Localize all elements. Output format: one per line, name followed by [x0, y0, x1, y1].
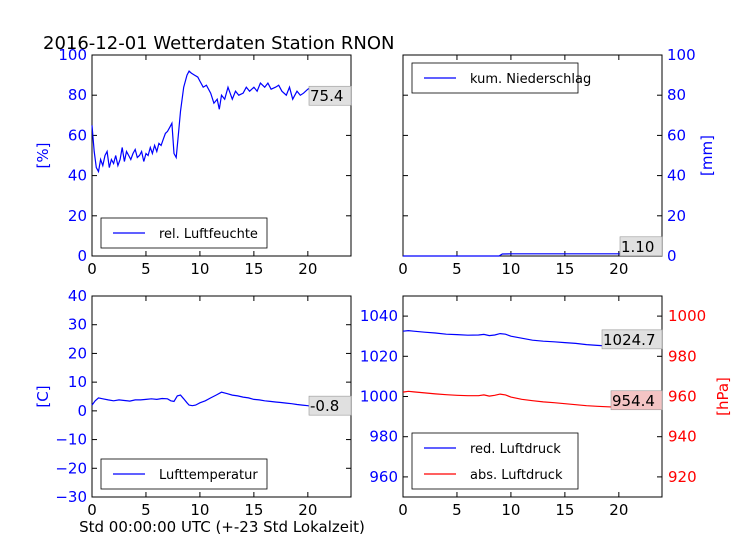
legend-label: abs. Luftdruck	[470, 468, 563, 483]
legend: rel. Luftfeuchte	[100, 217, 268, 249]
y-tick-label: −30	[55, 488, 87, 506]
y-tick-label: −10	[55, 431, 87, 449]
y-axis-label: [C]	[34, 385, 52, 407]
x-tick-label: 0	[87, 260, 97, 278]
plot-frame	[402, 54, 663, 257]
panel-top-left: 0 5 10 15 20 0 20 40 60 80 100 [%] rel. Luftfeuchte 7…	[34, 46, 352, 278]
y-tick-label-right: 960	[668, 388, 697, 406]
x-tick-label: 20	[609, 260, 628, 278]
y-tick-label-right: 1000	[668, 307, 706, 325]
y-tick-label: −20	[55, 459, 87, 477]
x-tick-label: 20	[298, 260, 317, 278]
y-tick-label: 20	[667, 207, 686, 225]
value-label-box	[308, 395, 352, 416]
legend-label: red. Luftdruck	[470, 442, 561, 457]
y-tick-label: 40	[667, 167, 686, 185]
series-line	[91, 70, 352, 174]
y-tick-label: 100	[58, 46, 87, 64]
value-label-box	[610, 390, 663, 411]
x-tick-label: 10	[501, 501, 520, 519]
y-tick-label: 40	[68, 287, 87, 305]
y-tick-label: 0	[667, 247, 677, 265]
y-tick-label: 10	[68, 373, 87, 391]
y-tick-label-right: 920	[668, 468, 697, 486]
legend-label: Lufttemperatur	[159, 468, 258, 483]
legend-label: rel. Luftfeuchte	[159, 227, 258, 242]
x-tick-label: 0	[398, 260, 408, 278]
x-tick-label: 15	[244, 501, 263, 519]
y-tick-label: 20	[68, 207, 87, 225]
x-tick-label: 10	[501, 260, 520, 278]
x-tick-label: 0	[398, 501, 408, 519]
y-tick-label: 0	[77, 247, 87, 265]
y-tick-label: 960	[369, 468, 398, 486]
y-tick-label: 1040	[360, 307, 398, 325]
y-tick-label: 60	[667, 126, 686, 144]
plot-frame	[91, 54, 352, 257]
legend: Lufttemperatur	[100, 458, 268, 490]
chart-title: 2016-12-01 Wetterdaten Station RNON	[43, 33, 394, 54]
y-tick-label: 980	[369, 428, 398, 446]
series-line	[91, 391, 352, 414]
x-tick-label: 15	[555, 501, 574, 519]
y-tick-label: 40	[68, 167, 87, 185]
panel-bottom-right: 0 5 10 15 20 960 980 1000 1020 1040 920 940 960 980 10…	[360, 295, 732, 519]
y-tick-label-right: 940	[668, 428, 697, 446]
x-tick-label: 5	[141, 260, 151, 278]
x-tick-label: 20	[298, 501, 317, 519]
value-label: 1.10	[621, 238, 654, 256]
y-tick-label: 60	[68, 126, 87, 144]
x-tick-label: 10	[190, 501, 209, 519]
y-tick-label: 30	[68, 316, 87, 334]
panel-bottom-left: 0 5 10 15 20 −30 −20 −10 0 10 20 30 40 [C] Lufttempera…	[34, 287, 352, 519]
value-label-box	[601, 329, 663, 350]
x-tick-label: 15	[555, 260, 574, 278]
x-tick-label: 5	[141, 501, 151, 519]
legend: kum. Niederschlag	[411, 62, 591, 94]
y-axis-label: [%]	[34, 143, 52, 169]
y-tick-label-right: 980	[668, 347, 697, 365]
y-tick-label: 80	[68, 86, 87, 104]
value-label: 954.4	[612, 392, 655, 410]
x-tick-label: 15	[244, 260, 263, 278]
value-label: 1024.7	[603, 331, 656, 349]
value-label: 75.4	[310, 87, 343, 105]
x-tick-label: 5	[452, 501, 462, 519]
x-axis-label: Std 00:00:00 UTC (+-23 Std Lokalzeit)	[79, 518, 365, 536]
x-tick-label: 20	[609, 501, 628, 519]
value-label: -0.8	[310, 397, 339, 415]
value-label-box	[619, 236, 663, 257]
x-tick-label: 5	[452, 260, 462, 278]
y-tick-label: 80	[667, 86, 686, 104]
legend-box	[411, 432, 579, 490]
legend: red. Luftdruck abs. Luftdruck	[411, 432, 579, 490]
legend-label: kum. Niederschlag	[470, 72, 591, 87]
y-tick-label: 1000	[360, 388, 398, 406]
y-tick-label: 20	[68, 344, 87, 362]
y-tick-label: 100	[667, 46, 696, 64]
y-tick-label: 0	[77, 402, 87, 420]
y-axis-label: [mm]	[698, 135, 716, 176]
value-label-box	[308, 85, 352, 106]
series-line	[403, 253, 662, 257]
x-tick-label: 0	[87, 501, 97, 519]
x-tick-label: 10	[190, 260, 209, 278]
panel-top-right: 0 5 10 15 20 0 20 40 60 80 100 [mm] kum. Niederschla…	[398, 46, 716, 278]
y-tick-label: 1020	[360, 347, 398, 365]
y-axis-label: [hPa]	[714, 377, 732, 416]
